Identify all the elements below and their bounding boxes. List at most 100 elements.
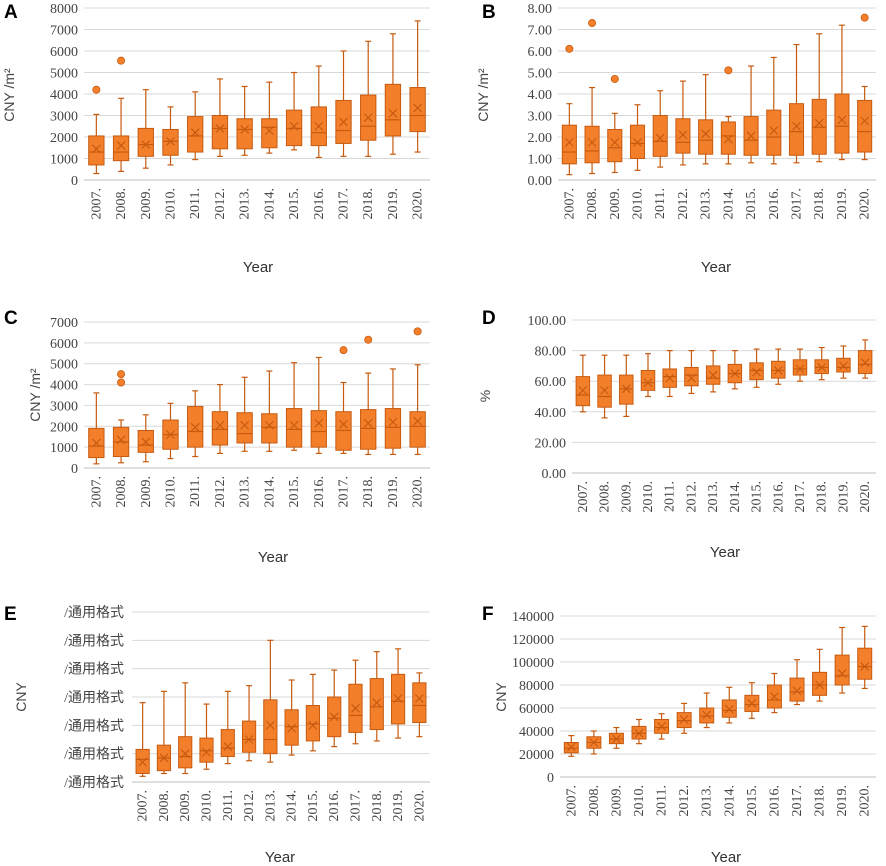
mean-marker xyxy=(363,113,373,123)
mean-marker xyxy=(215,123,225,133)
x-axis-title: Year xyxy=(710,544,740,561)
box-plot-2016 xyxy=(766,56,782,165)
mean-marker xyxy=(578,385,588,395)
box-plot-2010 xyxy=(629,104,646,171)
mean-marker xyxy=(587,137,597,147)
iqr-box xyxy=(834,654,850,686)
mean-marker xyxy=(817,363,827,372)
y-axis-title: CNY /m² xyxy=(1,68,17,122)
mean-marker xyxy=(138,757,148,767)
mean-marker xyxy=(747,698,757,708)
y-tick-label: 100.00 xyxy=(528,314,567,329)
mean-marker xyxy=(769,126,779,135)
mean-marker xyxy=(621,384,631,394)
box-plot-2018 xyxy=(360,335,377,456)
mean-marker xyxy=(329,712,339,722)
mean-marker xyxy=(388,417,398,427)
x-tick-label: 2019. xyxy=(835,785,850,817)
box-plot-2014 xyxy=(284,679,299,756)
x-tick-label: 2007. xyxy=(562,188,577,220)
box-plot-2008 xyxy=(584,19,600,175)
x-tick-label: 2017. xyxy=(790,188,805,220)
mean-marker xyxy=(730,369,740,378)
mean-marker xyxy=(190,128,200,138)
y-tick-label: 7000 xyxy=(50,316,78,331)
box-plot-2020 xyxy=(857,625,873,690)
box-plot-2020 xyxy=(857,339,873,379)
mean-marker xyxy=(166,136,175,146)
box-plot-2008 xyxy=(586,730,602,755)
box-plot-2009 xyxy=(137,89,154,169)
iqr-box xyxy=(675,118,691,154)
mean-marker xyxy=(655,133,665,143)
y-tick-label: 4000 xyxy=(50,379,78,394)
box-plot-2018 xyxy=(814,346,829,381)
box-plot-2011 xyxy=(220,690,235,765)
y-tick-label: 0.00 xyxy=(542,467,567,482)
box-plot-2014 xyxy=(727,350,743,390)
x-tick-label: 2011. xyxy=(663,481,678,512)
box-plot-2013 xyxy=(698,74,714,165)
x-tick-label: 2009. xyxy=(619,481,634,513)
x-tick-label: 2007. xyxy=(576,481,591,513)
box-plot-2016 xyxy=(771,348,786,385)
x-tick-label: 2013. xyxy=(238,188,253,220)
y-tick-label: 6000 xyxy=(50,45,78,60)
x-tick-label: 2018. xyxy=(812,188,827,220)
iqr-box xyxy=(285,408,303,448)
box-plot-2020 xyxy=(412,672,427,738)
x-tick-label: 2014. xyxy=(262,476,277,508)
box-plot-2010 xyxy=(162,402,179,460)
x-tick-label: 2015. xyxy=(745,785,760,817)
mean-marker xyxy=(610,137,620,147)
iqr-box xyxy=(698,119,714,155)
mean-marker xyxy=(657,721,666,731)
mean-marker xyxy=(215,420,225,430)
y-tick-label: /通用格式 xyxy=(64,633,124,649)
box-plot-2011 xyxy=(654,713,670,740)
x-axis-title: Year xyxy=(243,259,273,276)
mean-marker xyxy=(770,692,779,701)
x-tick-label: 2016. xyxy=(312,188,327,220)
box-plot-2012 xyxy=(684,350,699,395)
mean-marker xyxy=(413,416,423,426)
mean-marker xyxy=(240,420,250,430)
x-tick-label: 2011. xyxy=(188,476,203,507)
x-tick-label: 2017. xyxy=(349,790,364,822)
x-tick-label: 2016. xyxy=(327,790,342,822)
y-tick-label: 40000 xyxy=(519,725,554,740)
iqr-box xyxy=(834,93,850,154)
x-tick-label: 2008. xyxy=(598,481,613,513)
outlier-point xyxy=(610,74,619,83)
box-plot-2017 xyxy=(348,659,363,745)
y-tick-label: 0.00 xyxy=(528,174,553,189)
x-tick-label: 2009. xyxy=(139,476,154,508)
y-axis-title: CNY xyxy=(13,682,29,712)
box-plot-2014 xyxy=(721,686,737,724)
x-tick-label: 2020. xyxy=(411,476,426,508)
x-tick-label: 2015. xyxy=(306,790,321,822)
iqr-box xyxy=(241,720,257,753)
mean-marker xyxy=(795,364,805,374)
x-axis-title: Year xyxy=(265,849,295,866)
x-tick-label: 2011. xyxy=(653,188,668,219)
x-axis-title: Year xyxy=(258,549,288,566)
box-plot-2011 xyxy=(652,90,668,168)
x-tick-label: 2016. xyxy=(767,188,782,220)
x-tick-label: 2014. xyxy=(262,188,277,220)
iqr-box xyxy=(305,705,321,742)
mean-marker xyxy=(773,366,783,375)
x-tick-label: 2008. xyxy=(157,790,172,822)
mean-marker xyxy=(860,116,870,126)
chart-panel-e: E/通用格式/通用格式/通用格式/通用格式/通用格式/通用格式/通用格式 CNY 2… xyxy=(4,604,430,866)
box-plot-2018 xyxy=(369,651,384,742)
iqr-box xyxy=(162,128,179,156)
panel-letter: C xyxy=(4,308,18,329)
mean-marker xyxy=(589,738,599,747)
x-tick-label: 2013. xyxy=(699,188,714,220)
mean-marker xyxy=(180,749,190,759)
box-plot-2008 xyxy=(112,370,130,464)
y-tick-label: 80.00 xyxy=(535,345,567,360)
x-tick-label: 2015. xyxy=(744,188,759,220)
